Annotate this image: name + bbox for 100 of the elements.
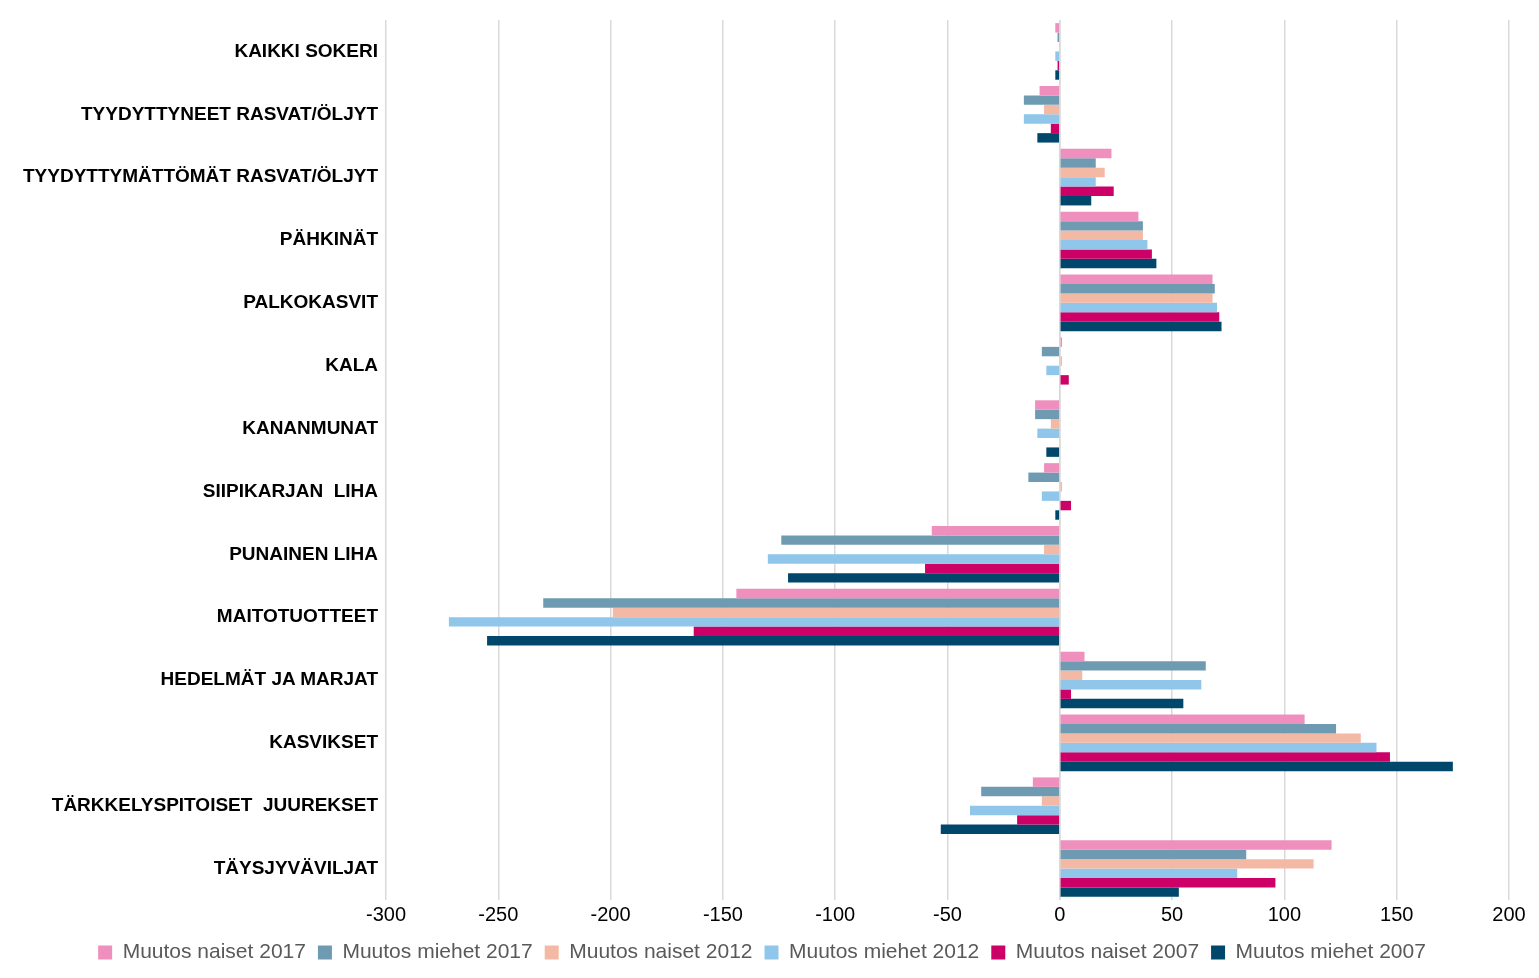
bar — [931, 526, 1060, 536]
bar — [1060, 733, 1361, 743]
bar — [1060, 211, 1139, 222]
bar — [736, 588, 1060, 599]
bar — [1060, 670, 1083, 680]
bar — [1023, 95, 1060, 105]
bar — [1060, 284, 1215, 294]
x-tick-label: -100 — [815, 902, 856, 925]
bar — [1060, 742, 1377, 753]
legend-label: Muutos naiset 2007 — [1015, 939, 1200, 963]
bar — [448, 617, 1060, 627]
bar — [487, 636, 1060, 646]
bar — [1060, 661, 1206, 671]
y-tick-label: KASVIKSET — [269, 731, 379, 753]
bar — [1060, 878, 1276, 888]
legend-label: Muutos miehet 2012 — [789, 939, 980, 963]
bar — [1046, 447, 1060, 457]
bar — [1039, 86, 1060, 96]
bar — [1044, 104, 1060, 115]
bar — [693, 626, 1060, 636]
bar — [1060, 240, 1148, 250]
legend-label: Muutos miehet 2017 — [342, 939, 533, 963]
y-tick-label: SIIPIKARJAN LIHA — [202, 479, 379, 501]
bar — [1055, 70, 1060, 80]
bar — [1060, 887, 1179, 897]
bar — [1060, 761, 1453, 772]
bar — [1055, 510, 1060, 520]
x-tick-label: -300 — [365, 902, 407, 925]
y-tick-label: PALKOKASVIT — [243, 291, 379, 313]
bar — [1060, 840, 1332, 850]
bar — [1060, 689, 1072, 699]
bar — [781, 535, 1060, 545]
bar — [1035, 400, 1060, 410]
bar — [1023, 114, 1060, 124]
bar — [1060, 868, 1238, 878]
bar — [1060, 249, 1152, 259]
bar — [1060, 302, 1218, 313]
legend-label: Muutos naiset 2012 — [569, 939, 753, 963]
x-tick-label: 100 — [1267, 902, 1302, 925]
bar — [1060, 167, 1105, 178]
bar — [1050, 123, 1060, 134]
y-tick-label: TÄYSJYVÄVILJAT — [213, 856, 379, 878]
x-tick-label: -200 — [590, 902, 631, 925]
bar — [1060, 230, 1143, 240]
bar — [1041, 346, 1060, 357]
bar — [1060, 714, 1305, 724]
bar — [1060, 177, 1096, 187]
bar — [1060, 375, 1069, 385]
bar — [788, 573, 1060, 583]
x-tick-label: 150 — [1380, 902, 1414, 925]
bar — [969, 805, 1060, 816]
bar — [1060, 221, 1143, 231]
bar — [1028, 472, 1060, 482]
bar — [1041, 491, 1060, 501]
bar — [1060, 293, 1213, 303]
y-tick-label: PUNAINEN LIHA — [229, 542, 379, 564]
y-tick-label: KANANMUNAT — [242, 416, 379, 438]
bar — [1050, 419, 1060, 429]
bar — [1035, 409, 1060, 420]
x-tick-label: -150 — [702, 902, 743, 925]
bar — [1060, 186, 1114, 196]
y-tick-label: KAIKKI SOKERI — [234, 39, 379, 61]
bar — [1044, 463, 1060, 473]
bar — [1060, 849, 1247, 860]
y-tick-label: TÄRKKELYSPITOISET JUUREKSET — [51, 793, 379, 815]
bar — [1055, 23, 1060, 33]
bar — [981, 786, 1060, 797]
bar — [1055, 51, 1060, 61]
bar — [543, 598, 1060, 608]
y-tick-label: TYYDYTTYMÄTTÖMÄT RASVAT/ÖLJYT — [22, 165, 379, 187]
bar — [1060, 651, 1085, 662]
bar — [1060, 196, 1092, 206]
y-tick-label: MAITOTUOTTEET — [216, 605, 379, 627]
bar — [1060, 698, 1184, 709]
bar — [1041, 796, 1060, 806]
bar — [1044, 544, 1060, 555]
bar — [1060, 148, 1112, 159]
bar — [1060, 752, 1390, 762]
bar — [1017, 815, 1060, 825]
bar — [1046, 365, 1060, 376]
bar — [767, 554, 1060, 564]
x-tick-label: -250 — [478, 902, 519, 925]
bar — [1060, 724, 1337, 734]
y-tick-label: HEDELMÄT JA MARJAT — [160, 668, 379, 690]
bar — [1060, 321, 1222, 332]
bar — [1037, 428, 1060, 438]
y-tick-label: KALA — [325, 353, 379, 375]
bar — [1060, 312, 1220, 322]
bar — [1060, 274, 1213, 284]
bar — [1060, 859, 1314, 869]
x-tick-label: -50 — [933, 902, 962, 925]
x-tick-label: 200 — [1492, 902, 1526, 925]
bar — [612, 607, 1060, 618]
legend-label: Muutos miehet 2007 — [1235, 939, 1426, 963]
bar — [1060, 680, 1202, 690]
x-tick-label: 0 — [1054, 902, 1066, 925]
bar — [925, 563, 1060, 574]
legend-label: Muutos naiset 2017 — [122, 939, 306, 963]
bar — [1060, 258, 1157, 269]
y-tick-label: TYYDYTTYNEET RASVAT/ÖLJYT — [81, 102, 379, 124]
